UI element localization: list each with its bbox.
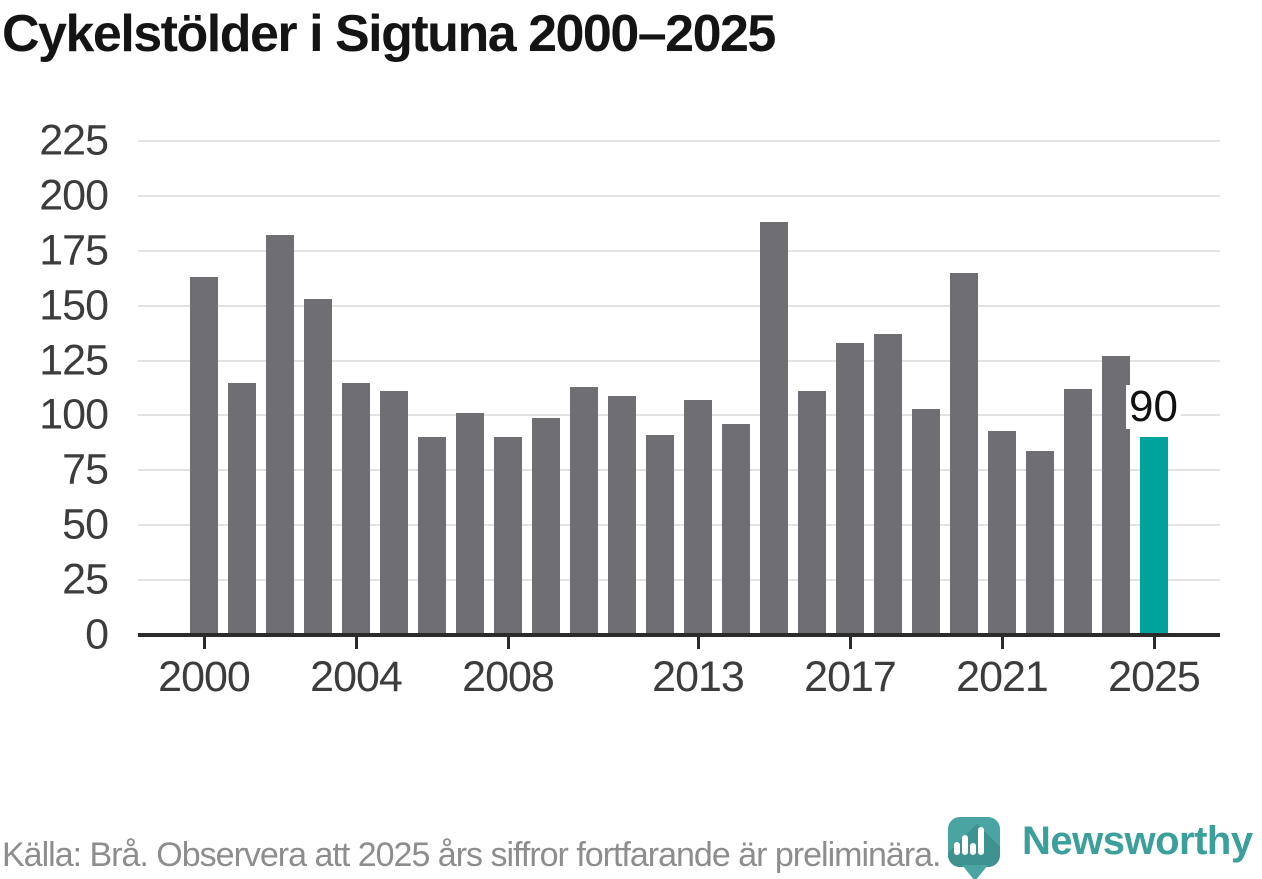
y-axis-labels: 0 25 50 75 100 125 150 175 200 225 [0,119,109,656]
gridline-125 [138,359,1220,362]
bar-2006 [418,437,446,635]
x-label-2013: 2013 [652,653,745,701]
y-label-0: 0 [85,610,109,659]
bar-2008 [494,437,522,635]
bar-2000 [190,277,218,635]
gridline-100 [138,414,1220,417]
pin-tail [962,865,988,879]
gridline-25 [138,579,1220,582]
x-tick-2013 [696,637,700,649]
y-label-25: 25 [62,555,109,604]
bar-2021 [988,430,1016,635]
x-tick-2008 [506,637,510,649]
y-label-50: 50 [62,500,109,549]
newsworthy-pin-icon [948,817,1000,867]
bar-2018 [874,334,902,635]
plot-area: 2000 2004 2008 2013 2017 2021 2025 [138,140,1220,699]
bar-2014 [722,424,750,635]
y-label-100: 100 [39,390,109,439]
y-label-200: 200 [39,171,109,220]
x-label-2017: 2017 [804,653,897,701]
bar-2023 [1064,389,1092,635]
bar-2007 [456,413,484,635]
bar-2001 [228,382,256,635]
y-label-225: 225 [39,116,109,165]
x-tick-2017 [848,637,852,649]
bar-value-label-2025: 90 [1126,385,1181,429]
bar-2012 [646,435,674,635]
pin-chart-bar [970,843,976,855]
bar-2011 [608,395,636,635]
y-label-125: 125 [39,336,109,385]
bar-2009 [532,417,560,635]
bar-2010 [570,386,598,635]
y-label-75: 75 [62,445,109,494]
gridline-150 [138,304,1220,307]
bar-2005 [380,391,408,635]
x-label-2021: 2021 [956,653,1049,701]
newsworthy-logo-text: Newsworthy [1022,819,1253,863]
x-label-2025: 2025 [1108,653,1201,701]
bar-2003 [304,299,332,635]
x-tick-2025 [1152,637,1156,649]
gridline-75 [138,469,1220,472]
gridline-175 [138,249,1220,252]
pin-chart-bar [954,842,960,855]
bar-2017 [836,343,864,635]
source-note: Källa: Brå. Observera att 2025 års siffr… [2,836,941,874]
bar-2025 [1140,437,1168,635]
pin-chart-bar [962,835,968,855]
chart-title: Cykelstölder i Sigtuna 2000–2025 [2,5,776,63]
x-label-2008: 2008 [462,653,555,701]
x-tick-2004 [354,637,358,649]
x-tick-2000 [202,637,206,649]
gridline-50 [138,524,1220,527]
x-label-2004: 2004 [310,653,403,701]
bar-2020 [950,272,978,635]
bar-2015 [760,222,788,635]
bar-2013 [684,400,712,635]
gridline-200 [138,194,1220,197]
x-axis-line [138,633,1220,637]
bar-2004 [342,382,370,635]
bar-2024 [1102,356,1130,635]
bar-2016 [798,391,826,635]
y-label-175: 175 [39,226,109,275]
x-tick-2021 [1000,637,1004,649]
bar-2022 [1026,450,1054,635]
bar-2019 [912,408,940,635]
gridline-225 [138,140,1220,142]
y-label-150: 150 [39,281,109,330]
x-label-2000: 2000 [158,653,251,701]
bar-2002 [266,235,294,635]
pin-chart-bar [978,827,984,855]
